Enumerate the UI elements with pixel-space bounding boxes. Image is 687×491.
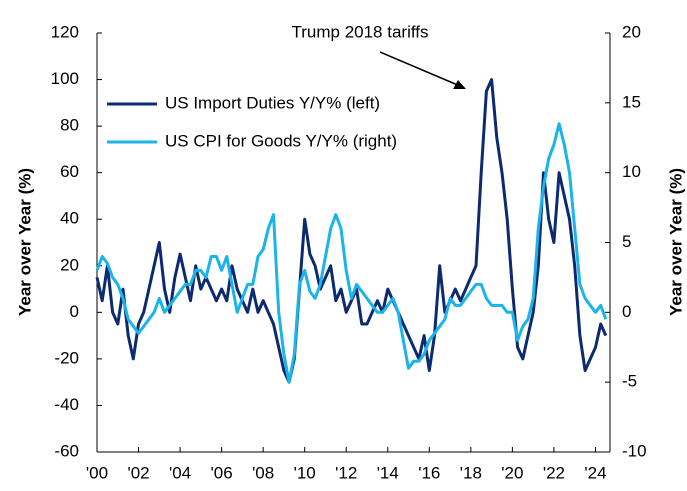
x-tick-label: '20 [501,463,523,482]
x-tick-label: '18 [460,463,482,482]
x-tick-label: '24 [584,463,606,482]
series-line [95,122,608,384]
x-tick-label: '14 [377,463,399,482]
y2-axis-label: Year over Year (%) [666,168,685,316]
y2-tick-label: 20 [622,22,641,41]
legend-label: US CPI for Goods Y/Y% (right) [165,131,397,150]
y2-tick-label: 5 [622,232,631,251]
y2-tick-label: -5 [622,372,637,391]
x-tick-label: '10 [294,463,316,482]
annotation: Trump 2018 tariffs [291,22,428,41]
x-tick-label: '16 [418,463,440,482]
y-axis-label: Year over Year (%) [15,168,34,316]
y-tick-label: 120 [51,22,79,41]
y-tick-label: 40 [60,209,79,228]
y-tick-label: -20 [54,348,79,367]
legend-label: US Import Duties Y/Y% (left) [165,93,380,112]
x-tick-label: '02 [127,463,149,482]
arrow-head [453,80,466,89]
x-tick-label: '06 [211,463,233,482]
y2-tick-label: -10 [622,441,647,460]
y2-tick-label: 15 [622,92,641,111]
y-tick-label: 60 [60,162,79,181]
y-tick-label: -40 [54,395,79,414]
y2-tick-label: 10 [622,162,641,181]
y-tick-label: 80 [60,116,79,135]
series-line [95,78,608,384]
annotation-arrow [379,51,461,87]
x-tick-label: '04 [169,463,191,482]
x-tick-label: '00 [86,463,108,482]
y-tick-label: -60 [54,441,79,460]
x-tick-label: '08 [252,463,274,482]
y-tick-label: 20 [60,255,79,274]
x-tick-label: '12 [335,463,357,482]
y-tick-label: 0 [70,302,79,321]
y-tick-label: 100 [51,69,79,88]
x-tick-label: '22 [543,463,565,482]
y2-tick-label: 0 [622,302,631,321]
